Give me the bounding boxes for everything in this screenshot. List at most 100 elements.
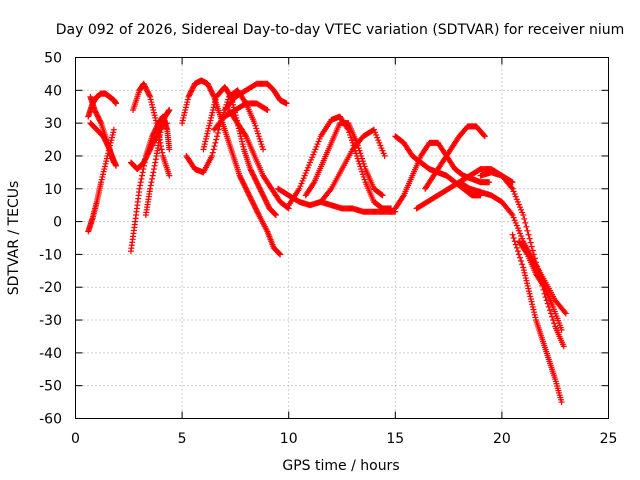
data-point <box>511 191 518 198</box>
data-point <box>301 172 308 179</box>
data-point <box>526 290 533 297</box>
data-point <box>184 96 191 103</box>
data-point <box>157 125 164 132</box>
data-point <box>379 192 386 199</box>
data-point <box>237 175 244 182</box>
data-point <box>314 141 321 148</box>
data-point <box>143 154 150 161</box>
data-point <box>519 209 526 216</box>
data-point <box>205 83 212 90</box>
data-point <box>145 150 152 157</box>
data-point <box>100 171 107 178</box>
data-point <box>147 185 154 192</box>
data-point <box>152 114 159 121</box>
data-point <box>510 235 517 241</box>
data-point <box>110 126 117 133</box>
data-point <box>509 231 516 238</box>
data-point <box>514 248 521 255</box>
data-point <box>517 254 524 261</box>
data-point <box>101 166 108 173</box>
data-point <box>261 194 268 201</box>
data-point <box>113 162 120 169</box>
data-point <box>304 164 311 171</box>
data-point <box>242 131 249 138</box>
y-tick-label: -10 <box>39 247 62 263</box>
data-point <box>263 200 270 207</box>
data-point <box>544 300 551 307</box>
data-point <box>531 311 538 318</box>
data-point <box>166 172 173 179</box>
data-point <box>157 143 164 150</box>
data-point <box>250 201 257 208</box>
data-point <box>242 184 249 191</box>
data-point <box>205 125 212 132</box>
data-point <box>94 113 101 120</box>
data-point <box>142 155 149 162</box>
data-point <box>509 185 516 192</box>
data-point <box>103 158 110 165</box>
data-point <box>203 133 210 140</box>
data-point <box>260 193 267 200</box>
data-point <box>202 135 209 142</box>
data-point <box>212 139 219 146</box>
data-point <box>523 277 530 284</box>
data-point <box>248 168 255 175</box>
data-point <box>187 89 194 96</box>
data-point <box>214 129 221 136</box>
data-point <box>376 139 383 146</box>
y-tick-label: -20 <box>39 280 62 296</box>
data-point <box>302 170 309 177</box>
data-point <box>523 223 530 230</box>
data-point <box>508 210 515 217</box>
data-point <box>519 235 526 242</box>
data-point <box>214 133 221 140</box>
data-point <box>259 191 266 198</box>
data-point <box>250 200 257 207</box>
data-point <box>562 310 569 317</box>
data-point <box>560 343 567 350</box>
data-point <box>188 88 195 95</box>
data-point <box>147 182 154 189</box>
data-point <box>91 107 98 114</box>
axis-ticks <box>75 57 609 419</box>
data-point <box>512 219 519 226</box>
data-point <box>140 166 147 173</box>
data-point <box>152 117 159 124</box>
data-point <box>243 185 250 192</box>
data-point <box>360 173 367 180</box>
data-point <box>530 251 537 258</box>
data-point <box>260 192 267 199</box>
data-point <box>519 261 526 268</box>
data-point <box>243 187 250 194</box>
data-point <box>212 96 219 103</box>
x-tick-label: 5 <box>178 431 187 447</box>
data-point <box>517 204 524 211</box>
data-point <box>92 108 99 115</box>
data-point <box>246 192 253 199</box>
data-point <box>252 204 259 211</box>
data-point <box>110 129 117 136</box>
grid <box>75 57 609 419</box>
data-point <box>251 173 258 180</box>
data-point <box>186 91 193 98</box>
data-point <box>109 131 116 138</box>
data-point <box>207 117 214 124</box>
data-point <box>525 288 532 295</box>
data-point <box>152 135 159 142</box>
data-point <box>240 180 247 187</box>
data-point <box>518 257 525 264</box>
data-point <box>105 145 112 152</box>
data-point <box>150 107 157 114</box>
data-point <box>528 298 535 305</box>
data-point <box>251 202 258 209</box>
data-point <box>154 130 161 137</box>
data-point <box>524 280 531 287</box>
data-point <box>518 206 525 213</box>
data-point <box>138 175 145 182</box>
data-point <box>158 146 165 153</box>
data-point <box>520 212 527 219</box>
data-point <box>204 80 211 87</box>
data-point <box>399 193 406 200</box>
data-point <box>96 117 103 124</box>
data-point <box>521 269 528 276</box>
